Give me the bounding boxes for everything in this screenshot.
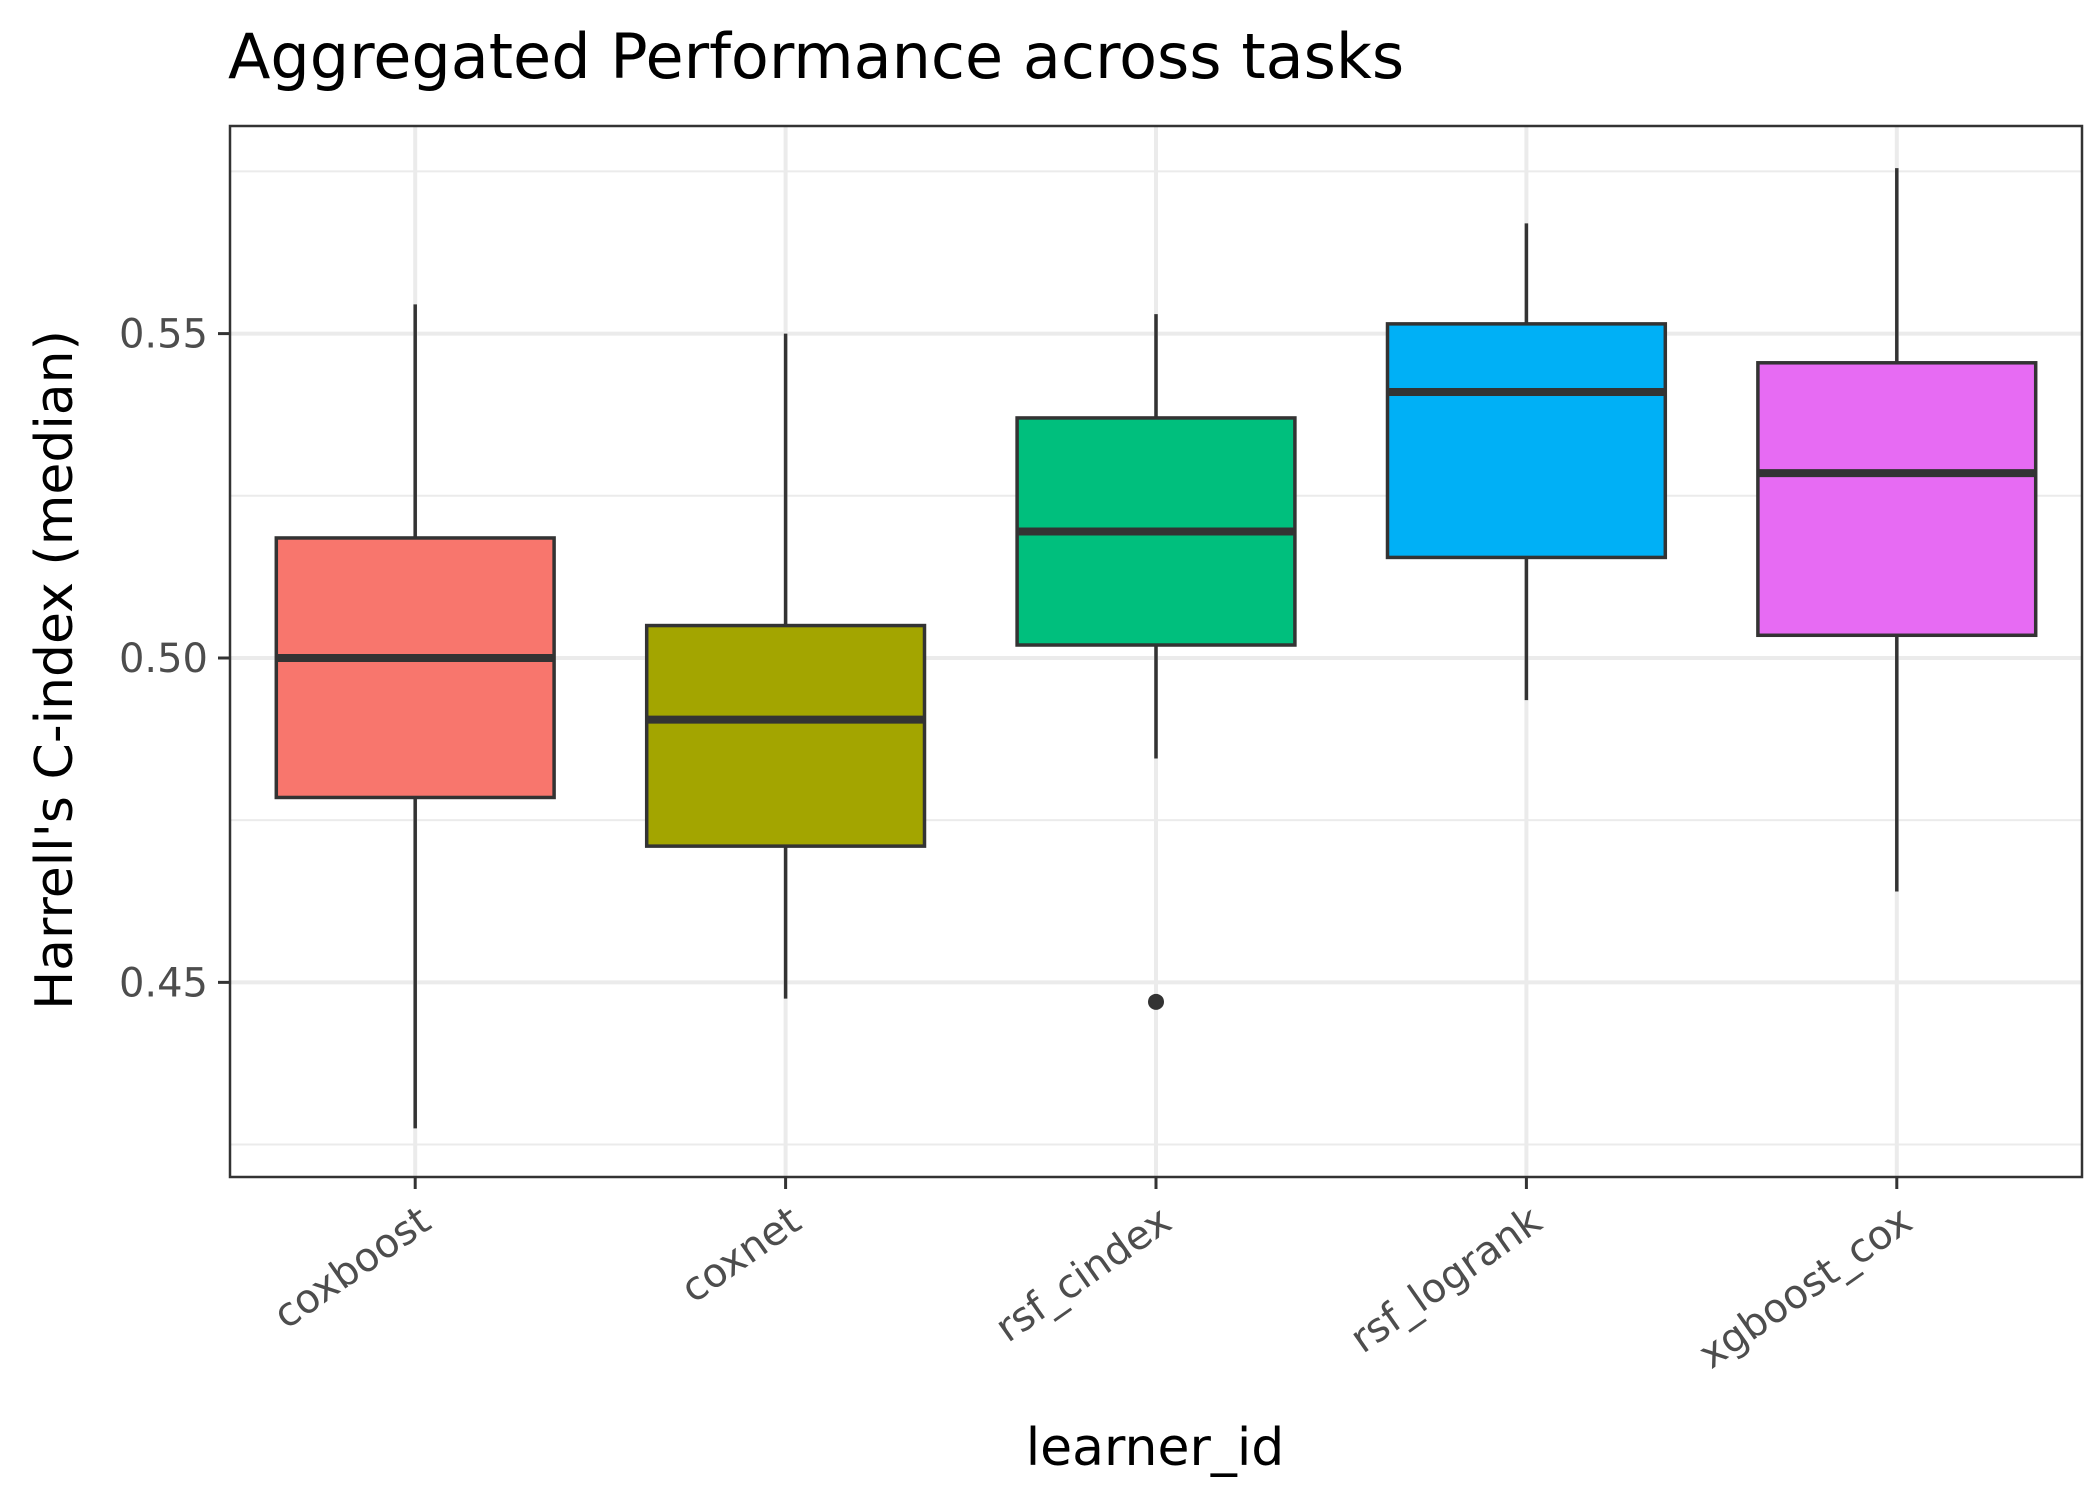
y-tick-label: 0.55 <box>119 312 208 358</box>
y-axis-title: Harrell's C-index (median) <box>25 330 85 1010</box>
chart-title: Aggregated Performance across tasks <box>228 20 1404 93</box>
plot-panel: 0.45 0.50 0.55 coxboost coxnet rsf_cindex rsf_… <box>119 124 2084 1378</box>
box-xgboost-cox <box>1756 361 2038 638</box>
box-rsf-logrank <box>1385 322 1668 560</box>
y-tick-label: 0.45 <box>119 960 208 1006</box>
box-coxboost <box>274 536 556 800</box>
x-tick-label: coxboost <box>265 1198 439 1339</box>
x-tick-label: rsf_logrank <box>1342 1197 1551 1362</box>
y-tick-label: 0.50 <box>119 636 208 682</box>
box-coxnet <box>644 623 927 848</box>
x-tick-label: rsf_cindex <box>987 1198 1180 1352</box>
outlier-point <box>1148 993 1164 1010</box>
x-tick-label: xgboost_cox <box>1690 1198 1920 1378</box>
x-tick-label: coxnet <box>673 1198 810 1313</box>
x-axis-title: learner_id <box>1026 1418 1285 1478</box>
